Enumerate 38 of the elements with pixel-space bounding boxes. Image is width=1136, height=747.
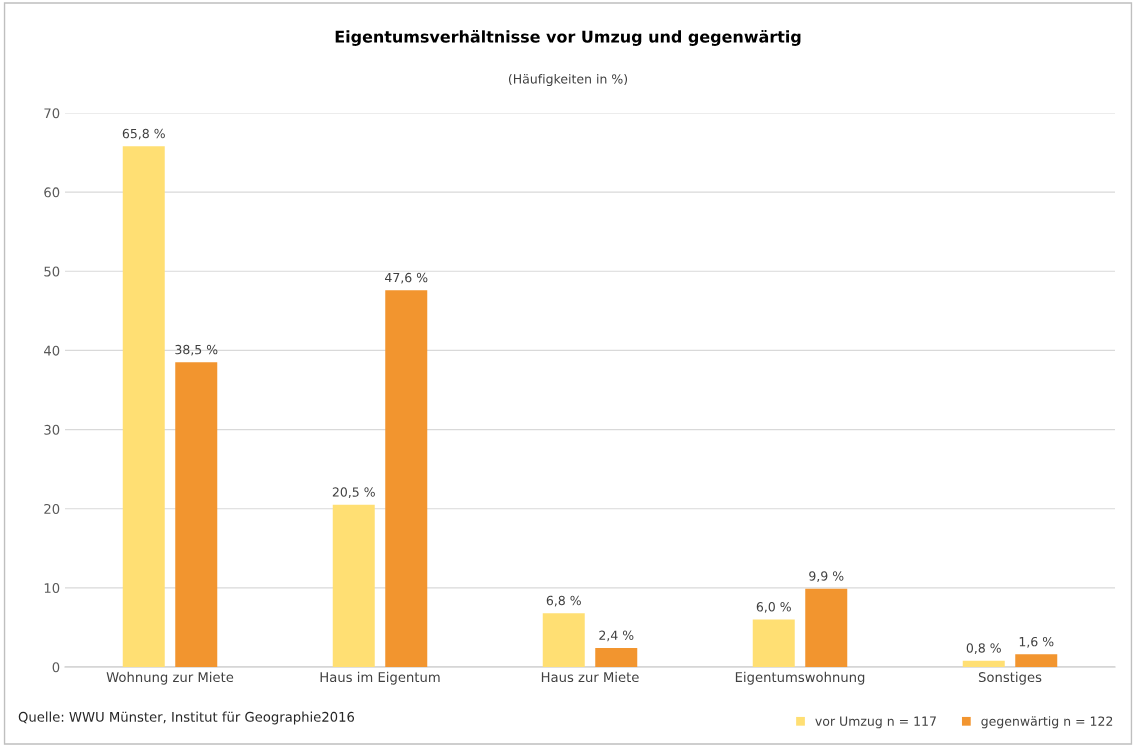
data-label: 0,8 % xyxy=(966,643,1001,654)
x-tick-label: Haus im Eigentum xyxy=(320,671,440,685)
bar xyxy=(595,648,638,667)
data-label: 6,8 % xyxy=(546,595,581,607)
y-tick-label: 10 xyxy=(44,583,60,594)
data-label: 1,6 % xyxy=(1019,636,1054,648)
legend-label: vor Umzug n = 117 xyxy=(815,716,936,729)
y-tick-label: 30 xyxy=(44,424,60,435)
data-label: 2,4 % xyxy=(599,630,634,642)
chart-subtitle: (Häufigkeiten in %) xyxy=(508,73,628,87)
bar xyxy=(175,362,218,667)
x-tick-label: Sonstiges xyxy=(978,671,1042,685)
y-tick-label: 50 xyxy=(44,266,60,277)
x-tick-label: Wohnung zur Miete xyxy=(106,671,234,685)
x-tick-label: Eigentumswohnung xyxy=(735,671,865,685)
data-label: 20,5 % xyxy=(332,487,375,499)
bar xyxy=(805,588,848,667)
legend-label: gegenwärtig n = 122 xyxy=(981,716,1113,729)
source-note: Quelle: WWU Münster, Institut für Geographie2016 xyxy=(18,711,355,725)
bar xyxy=(122,146,165,667)
bar xyxy=(752,619,795,667)
data-label: 65,8 % xyxy=(122,128,165,140)
data-label: 9,9 % xyxy=(809,571,844,582)
bar xyxy=(542,613,585,667)
data-label: 47,6 % xyxy=(385,272,428,284)
y-tick-label: 60 xyxy=(44,187,60,198)
chart-title: Eigentumsverhältnisse vor Umzug und gegenwärtig xyxy=(335,30,801,46)
bar xyxy=(385,290,428,667)
bar xyxy=(1015,654,1058,667)
y-tick-label: 20 xyxy=(44,503,60,514)
x-tick-label: Haus zur Miete xyxy=(541,671,639,683)
data-label: 38,5 % xyxy=(175,344,218,356)
bar xyxy=(332,504,375,667)
y-tick-label: 70 xyxy=(44,108,60,119)
data-label: 6,0 % xyxy=(756,602,791,613)
bar xyxy=(962,660,1005,667)
y-tick-label: 0 xyxy=(52,662,60,673)
y-tick-label: 40 xyxy=(43,345,60,356)
